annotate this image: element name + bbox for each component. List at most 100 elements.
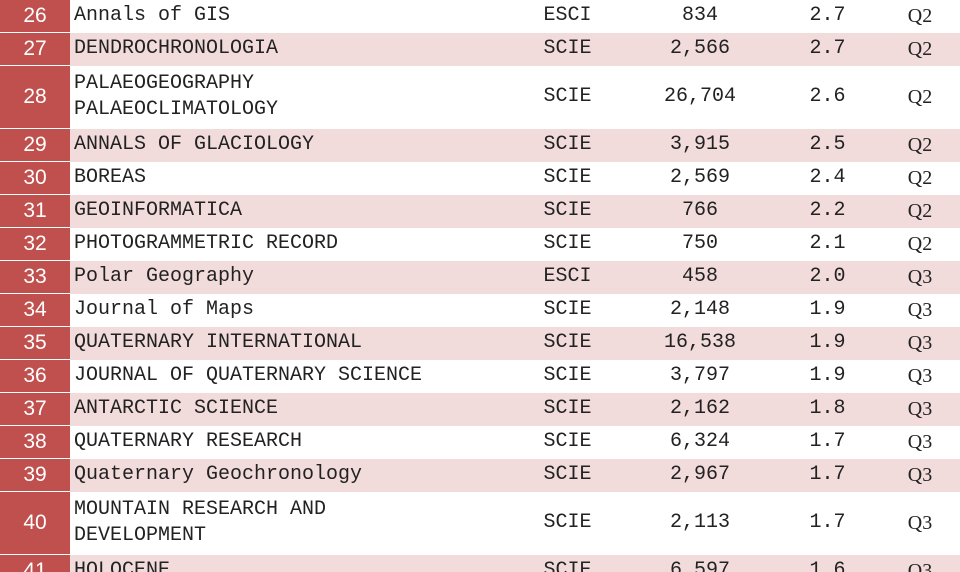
table-row: 28 PALAEOGEOGRAPHY PALAEOCLIMATOLOGY SCIE 2… [0, 65, 960, 129]
table-row: 30 BOREAS SCIE 2,569 2.4 Q2 [0, 161, 960, 195]
rank-cell: 31 [0, 194, 70, 228]
value-cell: 1.7 [809, 430, 846, 453]
rank-cell: 36 [0, 359, 70, 393]
quartile-cell: Q3 [880, 260, 960, 294]
journal-name: BOREAS [74, 166, 147, 189]
rank-cell: 33 [0, 260, 70, 294]
count-cell: 2,113 [669, 511, 730, 534]
journal-name: Journal of Maps [74, 298, 255, 321]
count-cell: 2,148 [669, 298, 730, 321]
quartile-cell: Q3 [880, 392, 960, 426]
value-cell: 2.7 [809, 4, 846, 28]
count-cell: 2,967 [625, 458, 775, 492]
table-row: 35 QUATERNARY INTERNATIONAL SCIE 16,538 1.9 Q… [0, 326, 960, 360]
journal-name: Polar Geography [70, 260, 510, 294]
value-cell: 1.9 [809, 364, 846, 387]
index-cell: SCIE [543, 511, 592, 534]
quartile-cell: Q2 [907, 167, 933, 189]
table-row: 37 ANTARCTIC SCIENCE SCIE 2,162 1.8 Q3 [0, 392, 960, 426]
rank-cell: 26 [0, 0, 70, 33]
quartile-cell: Q2 [880, 128, 960, 162]
rank-cell: 39 [0, 458, 70, 492]
index-cell: SCIE [510, 128, 625, 162]
value-cell: 2.0 [775, 260, 880, 294]
quartile-cell: Q2 [907, 86, 933, 108]
journal-name: QUATERNARY INTERNATIONAL [70, 326, 510, 360]
table-row: 33 Polar Geography ESCI 458 2.0 Q3 [0, 260, 960, 294]
count-cell: 750 [681, 232, 718, 255]
rank-cell: 32 [0, 227, 70, 261]
count-cell: 834 [681, 4, 718, 28]
count-cell: 16,538 [625, 326, 775, 360]
index-cell: SCIE [510, 458, 625, 492]
table-row: 39 Quaternary Geochronology SCIE 2,967 1.7 Q3 [0, 458, 960, 492]
journal-name: HOLOCENE [70, 554, 510, 572]
table-row: 40 MOUNTAIN RESEARCH AND DEVELOPMENT SCIE 2… [0, 491, 960, 555]
count-cell: 2,569 [669, 166, 730, 189]
count-cell: 26,704 [663, 85, 736, 108]
rank-cell: 38 [0, 425, 70, 459]
table-row: 29 ANNALS OF GLACIOLOGY SCIE 3,915 2.5 Q2 [0, 128, 960, 162]
journal-name: Quaternary Geochronology [70, 458, 510, 492]
table-row: 27 DENDROCHRONOLOGIA SCIE 2,566 2.7 Q2 [0, 32, 960, 66]
index-cell: SCIE [543, 166, 592, 189]
count-cell: 3,915 [625, 128, 775, 162]
quartile-cell: Q2 [907, 233, 933, 255]
journal-name: ANNALS OF GLACIOLOGY [70, 128, 510, 162]
rank-cell: 30 [0, 161, 70, 195]
index-cell: SCIE [543, 298, 592, 321]
index-cell: SCIE [510, 326, 625, 360]
value-cell: 2.5 [775, 128, 880, 162]
table-row: 38 QUATERNARY RESEARCH SCIE 6,324 1.7 Q3 [0, 425, 960, 459]
journal-name: DENDROCHRONOLOGIA [70, 32, 510, 66]
table-row: 36 JOURNAL OF QUATERNARY SCIENCE SCIE 3,797… [0, 359, 960, 393]
quartile-cell: Q3 [907, 299, 933, 321]
rank-cell: 35 [0, 326, 70, 360]
rank-cell: 40 [0, 491, 70, 555]
rank-cell: 28 [0, 65, 70, 129]
journal-name: ANTARCTIC SCIENCE [70, 392, 510, 426]
rank-cell: 37 [0, 392, 70, 426]
value-cell: 1.7 [775, 458, 880, 492]
index-cell: ESCI [510, 260, 625, 294]
value-cell: 1.7 [809, 511, 846, 534]
rank-cell: 41 [0, 554, 70, 572]
count-cell: 766 [625, 194, 775, 228]
index-cell: SCIE [543, 364, 592, 387]
journal-name: MOUNTAIN RESEARCH AND DEVELOPMENT [74, 498, 327, 547]
rank-cell: 34 [0, 293, 70, 327]
rank-cell: 29 [0, 128, 70, 162]
value-cell: 2.2 [775, 194, 880, 228]
index-cell: SCIE [510, 32, 625, 66]
quartile-cell: Q3 [880, 458, 960, 492]
index-cell: ESCI [543, 4, 592, 28]
index-cell: SCIE [543, 232, 592, 255]
index-cell: SCIE [510, 554, 625, 572]
index-cell: SCIE [510, 194, 625, 228]
value-cell: 2.1 [809, 232, 846, 255]
value-cell: 2.4 [809, 166, 846, 189]
journal-name: PHOTOGRAMMETRIC RECORD [74, 232, 339, 255]
count-cell: 2,566 [625, 32, 775, 66]
quartile-cell: Q3 [907, 512, 933, 534]
index-cell: SCIE [543, 430, 592, 453]
quartile-cell: Q2 [880, 194, 960, 228]
journal-name: JOURNAL OF QUATERNARY SCIENCE [74, 364, 423, 387]
quartile-cell: Q3 [880, 554, 960, 572]
journal-name: QUATERNARY RESEARCH [74, 430, 303, 453]
table-row: 26 Annals of GIS ESCI 834 2.7 Q2 [0, 0, 960, 33]
count-cell: 6,597 [625, 554, 775, 572]
journal-name: Annals of GIS [74, 4, 231, 28]
count-cell: 458 [625, 260, 775, 294]
table-row: 31 GEOINFORMATICA SCIE 766 2.2 Q2 [0, 194, 960, 228]
value-cell: 2.7 [775, 32, 880, 66]
journal-name: GEOINFORMATICA [70, 194, 510, 228]
quartile-cell: Q3 [880, 326, 960, 360]
quartile-cell: Q2 [880, 32, 960, 66]
count-cell: 6,324 [669, 430, 730, 453]
value-cell: 1.9 [775, 326, 880, 360]
quartile-cell: Q3 [907, 431, 933, 453]
quartile-cell: Q3 [907, 365, 933, 387]
value-cell: 1.6 [775, 554, 880, 572]
